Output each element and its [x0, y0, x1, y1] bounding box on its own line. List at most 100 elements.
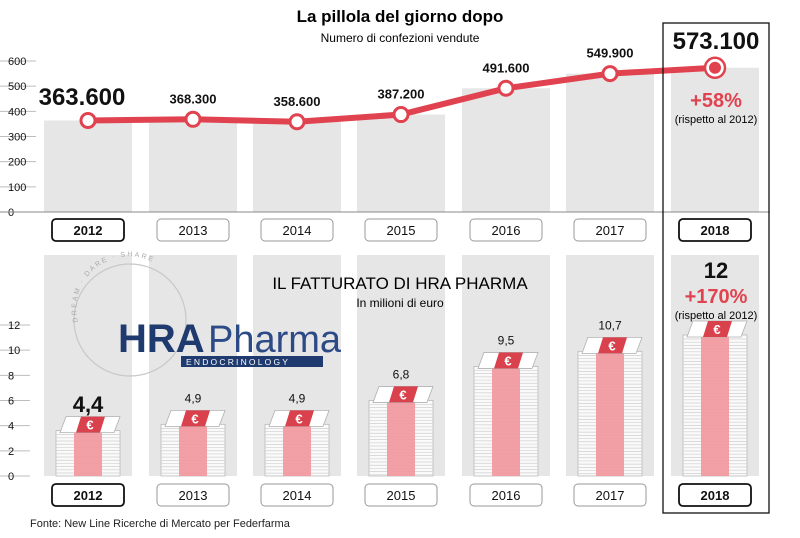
- line-chart-title: La pillola del giorno dopo: [297, 7, 504, 26]
- money-stack-2017: €: [577, 336, 643, 477]
- line-y-tick-100: 100: [8, 182, 26, 194]
- line-value-label-2012: 363.600: [39, 84, 126, 111]
- line-year-box-2015: [364, 218, 438, 242]
- money-stack-band: [701, 335, 729, 476]
- bar-year-box-2014: [260, 483, 334, 507]
- line-year-label-2014: 2014: [283, 223, 312, 238]
- highlight-frame-2018: [662, 22, 770, 514]
- euro-icon: €: [191, 411, 198, 426]
- bar-value-label-2012: 4,4: [73, 392, 104, 417]
- line-column-2013: [149, 119, 237, 212]
- money-stacks: € € € € € € €: [55, 320, 748, 477]
- bar-y-tick-2: 2: [8, 446, 14, 458]
- line-value-label-2015: 387.200: [378, 87, 425, 102]
- logo-ring: [73, 263, 187, 377]
- bar-y-tick-8: 8: [8, 370, 14, 382]
- line-column-2012: [44, 120, 132, 212]
- line-year-box-2013: [156, 218, 230, 242]
- euro-icon: €: [86, 418, 93, 433]
- line-point-2014: [288, 113, 306, 131]
- bar-value-label-2016: 9,5: [498, 333, 515, 347]
- line-value-label-2018: 573.100: [673, 28, 760, 55]
- bar-y-tick-10: 10: [8, 345, 20, 357]
- line-point-core-2018: [709, 61, 721, 74]
- money-stack-2012: €: [55, 416, 121, 477]
- top-columns: [44, 67, 759, 213]
- bar-value-label-2014: 4,9: [289, 391, 306, 405]
- line-point-2017: [601, 65, 619, 83]
- line-value-label-2014: 358.600: [274, 94, 321, 109]
- line-column-2016: [462, 88, 550, 212]
- line-year-box-2017: [573, 218, 647, 242]
- bar-chart-subtitle: In milioni di euro: [356, 296, 444, 310]
- line-y-tick-200: 200: [8, 157, 26, 169]
- money-stack-euro-band: [703, 321, 732, 337]
- line-year-box-2014: [260, 218, 334, 242]
- money-stack-euro-band: [76, 416, 105, 433]
- line-point-2015: [392, 106, 410, 124]
- line-year-label-2012: 2012: [74, 223, 103, 238]
- line-column-2018: [671, 67, 759, 212]
- bar-year-label-2016: 2016: [492, 488, 521, 503]
- line-point-2016: [497, 79, 515, 97]
- year-boxes: 2012 2013 2014 2015 2016 2017 2018 2012 2013 2014…: [51, 218, 752, 507]
- money-stack-band: [596, 351, 624, 476]
- line-y-tick-0: 0: [8, 207, 14, 219]
- money-stack-2014: €: [264, 409, 330, 477]
- bar-year-box-2017: [573, 483, 647, 507]
- line-point-2012: [79, 111, 97, 129]
- bar-y-tick-12: 12: [8, 320, 20, 332]
- logo-brand-bold: HRA: [118, 317, 205, 361]
- line-column-2014: [253, 121, 341, 212]
- bar-year-label-2015: 2015: [387, 488, 416, 503]
- line-chart-y-axis: 0 100 200 300 400 500 600: [0, 56, 770, 219]
- bar-year-label-2017: 2017: [596, 488, 625, 503]
- money-stack-euro-band: [389, 386, 418, 403]
- bar-chart-change: +170%: [685, 286, 748, 308]
- source-note: Fonte: New Line Ricerche di Mercato per …: [30, 518, 291, 530]
- money-stack-band: [74, 430, 102, 476]
- money-stack-band: [179, 424, 207, 476]
- line-year-box-2016: [469, 218, 543, 242]
- euro-icon: €: [504, 353, 511, 368]
- bar-value-label-2015: 6,8: [393, 367, 410, 381]
- logo-sub-band: [181, 356, 323, 367]
- line-y-tick-500: 500: [8, 81, 26, 93]
- logo-sub: ENDOCRINOLOGY: [186, 357, 290, 367]
- value-labels: 363.600 368.300 358.600 387.200 491.600 549.9…: [39, 28, 760, 417]
- money-stack-band: [283, 424, 311, 476]
- line-year-label-2013: 2013: [179, 223, 208, 238]
- euro-icon: €: [399, 387, 406, 402]
- line-column-2015: [357, 114, 445, 212]
- logo-brand-light: Pharma: [208, 319, 342, 361]
- bar-value-label-2017: 10,7: [598, 318, 622, 332]
- euro-icon: €: [295, 411, 302, 426]
- bar-y-tick-0: 0: [8, 471, 14, 483]
- bar-chart-y-axis: 0 2 4 6 8 10 12: [0, 320, 30, 483]
- line-value-label-2016: 491.600: [483, 60, 530, 75]
- line-chart-change: +58%: [690, 90, 742, 112]
- euro-icon: €: [713, 322, 720, 337]
- money-stack-euro-band: [494, 352, 523, 369]
- line-y-tick-600: 600: [8, 56, 26, 68]
- money-stack-2018: €: [682, 320, 748, 477]
- line-y-tick-400: 400: [8, 106, 26, 118]
- bar-y-tick-6: 6: [8, 396, 14, 408]
- line-column-2017: [566, 73, 654, 213]
- bar-year-label-2014: 2014: [283, 488, 312, 503]
- bar-year-box-2016: [469, 483, 543, 507]
- bar-year-box-2018: [678, 483, 752, 507]
- money-stack-2015: €: [368, 386, 434, 477]
- bar-y-tick-4: 4: [8, 421, 14, 433]
- money-stack-euro-band: [285, 410, 314, 427]
- money-stack-euro-band: [181, 410, 210, 427]
- line-year-label-2015: 2015: [387, 223, 416, 238]
- money-stack-band: [387, 400, 415, 476]
- bar-year-box-2015: [364, 483, 438, 507]
- line-year-label-2018: 2018: [701, 223, 730, 238]
- money-stack-2016: €: [473, 352, 539, 477]
- money-stack-2013: €: [160, 409, 226, 477]
- line-value-label-2013: 368.300: [170, 91, 217, 106]
- bar-value-label-2018: 12: [704, 258, 728, 283]
